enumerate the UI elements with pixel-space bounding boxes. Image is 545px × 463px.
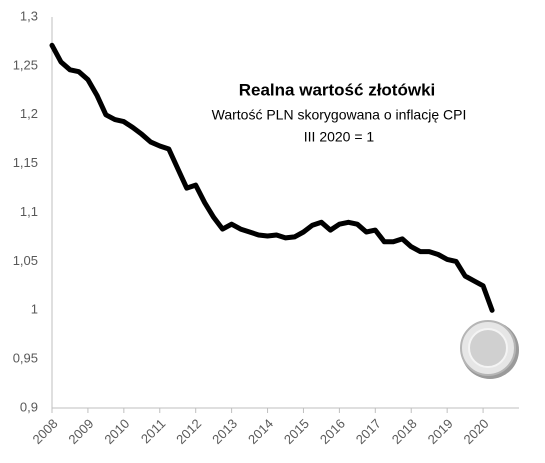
- x-tick-label: 2011: [138, 416, 168, 446]
- y-tick-label: 1,3: [20, 8, 38, 23]
- annotation: III 2020 = 1: [304, 129, 375, 145]
- x-tick-label: 2010: [101, 416, 132, 447]
- x-tick-label: 2008: [29, 416, 60, 447]
- x-tick-label: 2012: [173, 416, 204, 447]
- x-tick-label: 2019: [425, 416, 456, 447]
- x-tick-label: 2018: [389, 416, 420, 447]
- data-line: [49, 42, 495, 313]
- x-tick-label: 2009: [65, 416, 96, 447]
- y-tick-label: 1,2: [20, 106, 38, 121]
- x-tick-label: 2016: [317, 416, 348, 447]
- y-tick-label: 1,15: [13, 155, 38, 170]
- coin: [460, 320, 519, 379]
- x-tick-label: 2015: [281, 416, 312, 447]
- y-tick-label: 1,25: [13, 57, 38, 72]
- y-tick-label: 1,05: [13, 253, 38, 268]
- chart-title: Realna wartość złotówki: [239, 80, 436, 99]
- x-tick-label: 2020: [461, 416, 492, 447]
- x-tick-label: 2013: [209, 416, 240, 447]
- y-tick-label: 0,95: [13, 351, 38, 366]
- y-tick-label: 1,1: [20, 204, 38, 219]
- y-tick-label: 0,9: [20, 399, 38, 414]
- x-tick-label: 2017: [353, 416, 384, 447]
- chart-subtitle: Wartość PLN skorygowana o inflację CPI: [212, 107, 467, 123]
- x-tick-label: 2014: [245, 416, 276, 447]
- y-tick-label: 1: [31, 302, 38, 317]
